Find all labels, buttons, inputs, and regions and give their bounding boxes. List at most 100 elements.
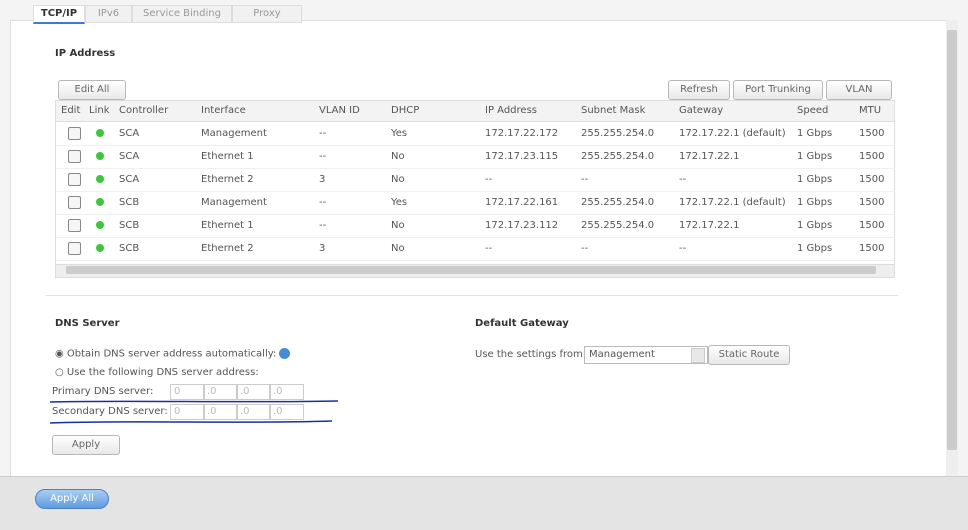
- button[interactable]: VLAN: [826, 80, 892, 100]
- edit-icon[interactable]: [68, 219, 81, 232]
- table-cell: SCB: [119, 243, 140, 254]
- footer: [0, 476, 968, 530]
- dropdown-arrow[interactable]: [691, 348, 705, 363]
- radio-option[interactable]: ◉ Obtain DNS server address automaticall…: [55, 348, 291, 360]
- tab[interactable]: TCP/IP: [33, 5, 85, 24]
- button[interactable]: Apply All: [35, 489, 109, 509]
- ip-input[interactable]: 0: [170, 384, 205, 400]
- ip-input[interactable]: .0: [203, 404, 238, 420]
- table-cell: --: [319, 220, 327, 231]
- radio-option[interactable]: ○ Use the following DNS server address:: [55, 367, 259, 378]
- ip-input[interactable]: .0: [203, 384, 238, 400]
- table-cell: 1500: [859, 243, 885, 254]
- table-cell: 1 Gbps: [797, 197, 833, 208]
- table-cell: No: [391, 174, 405, 185]
- table-cell: 1500: [859, 220, 885, 231]
- tab[interactable]: Service Binding: [132, 5, 232, 23]
- label: Obtain DNS server address automatically:: [66, 348, 277, 360]
- divider: [45, 295, 898, 296]
- link-status: [96, 129, 104, 137]
- pen-stroke: [49, 400, 339, 403]
- link-status: [96, 221, 104, 229]
- edit-icon[interactable]: [68, 150, 81, 163]
- edit-icon[interactable]: [68, 196, 81, 209]
- scrollbar: [946, 20, 958, 475]
- table-cell: Ethernet 2: [201, 243, 254, 254]
- select-value: Management: [589, 349, 655, 360]
- table-cell: --: [319, 151, 327, 162]
- column-header: Speed: [797, 105, 829, 116]
- column-header: VLAN ID: [319, 105, 360, 116]
- table-cell: SCA: [119, 128, 140, 139]
- table-cell: 172.17.22.172: [485, 128, 559, 139]
- link-status: [96, 198, 104, 206]
- table-cell: 1 Gbps: [797, 174, 833, 185]
- button[interactable]: Apply: [52, 435, 120, 455]
- table-cell: Ethernet 1: [201, 220, 254, 231]
- h-scroll-thumb[interactable]: [66, 266, 876, 274]
- table-row: [56, 214, 894, 238]
- scroll-thumb: [947, 30, 957, 450]
- table-row: [56, 145, 894, 169]
- table-cell: 1 Gbps: [797, 151, 833, 162]
- table-cell: --: [679, 243, 687, 254]
- table-cell: --: [485, 243, 493, 254]
- table-cell: 1 Gbps: [797, 220, 833, 231]
- button[interactable]: Port Trunking: [733, 80, 823, 100]
- table-row: [56, 168, 894, 192]
- table-cell: 255.255.254.0: [581, 220, 655, 231]
- interface-table: Edit Link Controller Interface VLAN ID DHCP IP…: [55, 100, 895, 278]
- table-cell: --: [485, 174, 493, 185]
- table-row: [56, 191, 894, 215]
- table-cell: --: [319, 197, 327, 208]
- table-cell: 172.17.22.1 (default): [679, 128, 786, 139]
- table-cell: 172.17.22.1: [679, 220, 740, 231]
- button[interactable]: Static Route: [708, 345, 790, 365]
- table-cell: 172.17.22.1: [679, 151, 740, 162]
- label: Secondary DNS server:: [52, 406, 168, 417]
- table-cell: --: [581, 174, 589, 185]
- ip-input[interactable]: .0: [269, 384, 304, 400]
- table-cell: Yes: [391, 197, 408, 208]
- table-cell: 1500: [859, 151, 885, 162]
- link-status: [96, 175, 104, 183]
- table-cell: SCA: [119, 151, 140, 162]
- section-title: IP Address: [55, 48, 116, 59]
- ip-input[interactable]: .0: [269, 404, 304, 420]
- column-header: Gateway: [679, 105, 724, 116]
- info-icon[interactable]: [279, 348, 291, 359]
- edit-icon[interactable]: [68, 127, 81, 140]
- table-cell: 3: [319, 243, 326, 254]
- pen-stroke: [49, 420, 333, 424]
- table-cell: 1500: [859, 128, 885, 139]
- tab[interactable]: Proxy: [232, 5, 302, 23]
- table-cell: 255.255.254.0: [581, 128, 655, 139]
- link-status: [96, 244, 104, 252]
- column-header: DHCP: [391, 105, 420, 116]
- ip-input[interactable]: 0: [170, 404, 205, 420]
- header-row: [56, 101, 894, 122]
- tab[interactable]: IPv6: [85, 5, 132, 23]
- section-title: Default Gateway: [475, 318, 569, 329]
- edit-icon[interactable]: [68, 173, 81, 186]
- table-cell: 3: [319, 174, 326, 185]
- label: Primary DNS server:: [52, 386, 154, 397]
- table-cell: 1500: [859, 174, 885, 185]
- select[interactable]: Management: [584, 346, 708, 364]
- ip-input[interactable]: .0: [236, 384, 271, 400]
- table-cell: SCB: [119, 220, 140, 231]
- button[interactable]: Edit All: [58, 80, 126, 100]
- column-header: Controller: [119, 105, 169, 116]
- table-cell: 255.255.254.0: [581, 197, 655, 208]
- column-header: Edit: [61, 105, 81, 116]
- edit-icon[interactable]: [68, 242, 81, 255]
- column-header: Interface: [201, 105, 246, 116]
- link-status: [96, 152, 104, 160]
- button[interactable]: Refresh: [668, 80, 730, 100]
- ip-input[interactable]: .0: [236, 404, 271, 420]
- table-cell: --: [319, 128, 327, 139]
- table-cell: 172.17.23.115: [485, 151, 559, 162]
- table-cell: No: [391, 243, 405, 254]
